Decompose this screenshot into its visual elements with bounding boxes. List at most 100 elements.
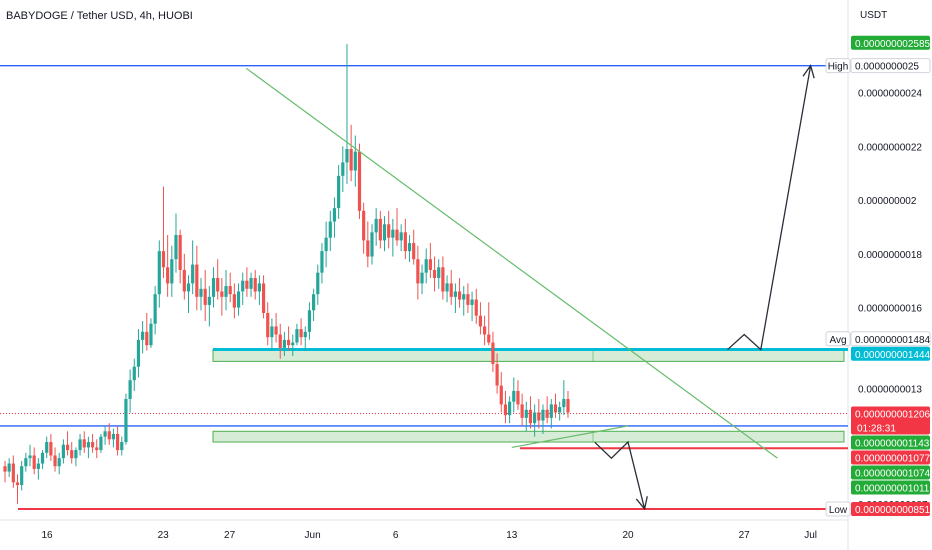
candle-body — [558, 407, 562, 413]
candle-body — [124, 399, 128, 443]
candle-body — [7, 463, 11, 472]
candle-body — [328, 221, 332, 238]
candle-body — [553, 404, 558, 413]
candle-body — [111, 433, 116, 440]
price-badge-value: 0.000000002585 — [855, 39, 931, 50]
candle-body — [441, 267, 445, 292]
candle-body — [61, 444, 65, 459]
x-tick-label: 20 — [622, 530, 634, 541]
candle-body — [395, 229, 399, 241]
candle-body — [74, 450, 78, 459]
candle-body — [332, 208, 337, 222]
level-tag: Low — [829, 505, 848, 516]
candle-body — [512, 390, 516, 402]
candle-body — [245, 280, 249, 289]
candle-body — [145, 331, 149, 346]
candle-body — [274, 326, 278, 335]
countdown-timer: 01:28:31 — [857, 424, 896, 435]
price-badge-box — [851, 346, 930, 361]
candle-body — [170, 259, 174, 284]
candle-body — [241, 280, 245, 292]
x-tick-label: 13 — [506, 530, 518, 541]
price-badge-value: 0.000000000851 — [855, 505, 931, 516]
price-badge-box — [851, 501, 930, 516]
candle-body — [216, 278, 220, 292]
price-badge-value: 0.0000000025 — [855, 62, 919, 73]
candle-body — [120, 442, 124, 451]
candle-body — [466, 294, 470, 305]
candle-body — [445, 283, 449, 292]
candle-body — [70, 450, 74, 459]
candle-body — [407, 243, 412, 252]
price-badge-value: 0.000000001074 — [855, 469, 931, 480]
candle-body — [357, 151, 362, 211]
candle-body — [537, 412, 541, 421]
candle-body — [257, 283, 261, 292]
candle-body — [528, 409, 533, 424]
y-tick-label: 0.0000000018 — [858, 250, 922, 261]
x-tick-label: 23 — [158, 530, 170, 541]
candle-body — [99, 436, 103, 451]
level-tag-box — [825, 331, 851, 347]
candle-body — [249, 278, 253, 289]
price-badges: 0.000000002585 0.0000000025 High 0.00000000… — [825, 35, 931, 517]
y-tick-label: 0.000000002 — [858, 196, 917, 207]
candle-body — [24, 458, 28, 467]
candle-body — [232, 294, 236, 308]
candle-body — [487, 334, 491, 343]
candle-body — [424, 259, 428, 273]
candle-body — [211, 278, 216, 297]
candle-body — [203, 288, 207, 305]
x-tick-labels: 16 23 27 Jun 6 13 20 27 Jul — [41, 530, 817, 541]
candle-body — [562, 399, 566, 408]
projection-path — [594, 440, 646, 510]
candle-body — [566, 399, 570, 413]
candle-body — [136, 339, 141, 367]
price-badge-box — [850, 331, 931, 347]
candle-body — [420, 272, 424, 284]
price-badge-box — [851, 465, 930, 480]
candle-body — [157, 251, 161, 295]
candle-body — [116, 433, 120, 451]
candle-body — [349, 148, 353, 171]
candle-body — [337, 175, 341, 209]
candle-body — [412, 243, 416, 260]
candle-body — [266, 312, 270, 338]
candle-body — [286, 339, 291, 346]
candle-body — [161, 251, 166, 268]
price-badge-value: 0.000000001484 — [855, 335, 931, 346]
price-badge-box — [851, 450, 930, 465]
price-badge-value: 0.000000001206 — [855, 410, 931, 421]
candle-body — [40, 452, 45, 464]
candle-body — [3, 466, 7, 472]
candle-body — [437, 267, 441, 279]
price-badge-box — [851, 435, 930, 450]
candle-body — [474, 299, 478, 316]
candle-body — [28, 455, 32, 459]
candle-body — [362, 210, 366, 241]
candle-body — [508, 401, 512, 416]
candle-body — [90, 442, 95, 448]
candle-body — [399, 232, 403, 241]
x-tick-label: 27 — [739, 530, 751, 541]
candle-body — [324, 237, 328, 252]
candle-body — [533, 412, 537, 424]
candle-body — [103, 431, 107, 437]
candle-body — [478, 315, 483, 327]
candle-body — [545, 409, 549, 418]
candle-body — [366, 240, 370, 257]
level-tag-box — [825, 58, 851, 74]
candle-body — [549, 404, 553, 418]
candle-body — [270, 326, 274, 338]
level-tag: Avg — [829, 335, 846, 346]
level-tag: High — [828, 62, 849, 73]
candle-body — [299, 329, 303, 338]
zones — [212, 349, 845, 443]
y-tick-label: 0.0000000022 — [858, 142, 922, 153]
candle-body — [495, 364, 499, 386]
x-tick-label: 27 — [224, 530, 236, 541]
candles — [3, 44, 570, 504]
candle-body — [482, 326, 487, 335]
